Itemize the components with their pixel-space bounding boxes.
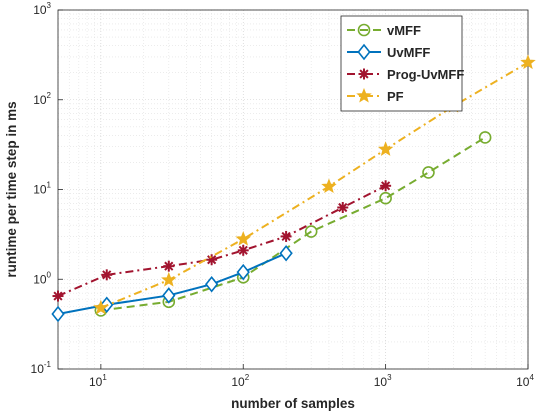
data-point-pf bbox=[235, 231, 251, 246]
legend-label-uvmff: UvMFF bbox=[387, 45, 430, 60]
y-tick-label: 102 bbox=[33, 91, 51, 107]
data-point-pf bbox=[520, 54, 536, 70]
series-line-vmff bbox=[100, 136, 486, 312]
series-prog-uvmff bbox=[52, 180, 392, 302]
x-tick-label: 101 bbox=[89, 373, 107, 389]
axis-ticks: 101 102 103 104 10-1 100 101 102 103 bbox=[31, 1, 535, 389]
y-tick-label: 103 bbox=[33, 1, 51, 17]
data-point-prog-uvmff bbox=[237, 244, 249, 256]
data-point-uvmff bbox=[279, 244, 293, 262]
series-line-pf bbox=[100, 61, 529, 309]
series-group bbox=[51, 54, 536, 323]
series-pf bbox=[93, 54, 536, 315]
data-point-pf bbox=[161, 271, 177, 287]
data-point-pf bbox=[93, 299, 109, 315]
data-point-vmff bbox=[304, 225, 318, 238]
data-point-vmff bbox=[478, 131, 492, 144]
data-point-uvmff bbox=[51, 305, 65, 323]
y-tick-label: 10-1 bbox=[31, 360, 52, 376]
legend-label-pf: PF bbox=[387, 89, 404, 104]
data-point-prog-uvmff bbox=[163, 260, 175, 272]
y-tick-label: 100 bbox=[33, 270, 51, 286]
data-point-pf bbox=[377, 141, 394, 156]
data-point-prog-uvmff bbox=[380, 180, 392, 192]
legend-marker-uvmff bbox=[357, 43, 371, 61]
data-point-prog-uvmff bbox=[206, 254, 218, 266]
y-tick-label: 101 bbox=[33, 181, 51, 197]
legend-marker-pf bbox=[356, 87, 372, 103]
data-point-uvmff bbox=[205, 275, 219, 293]
data-point-prog-uvmff bbox=[101, 269, 113, 281]
data-point-pf bbox=[321, 178, 337, 194]
legend-marker-prog-uvmff bbox=[358, 68, 370, 80]
data-point-vmff bbox=[379, 191, 392, 205]
y-axis-label: runtime per time step in ms bbox=[4, 101, 19, 277]
x-tick-label: 103 bbox=[374, 373, 392, 389]
legend-label-prog-uvmff: Prog-UvMFF bbox=[387, 67, 464, 82]
x-tick-label: 104 bbox=[516, 373, 534, 389]
legend: vMFF UvMFF Prog-UvMFF PF bbox=[340, 15, 464, 112]
series-vmff bbox=[94, 131, 492, 317]
data-point-uvmff bbox=[236, 263, 250, 281]
data-point-prog-uvmff bbox=[337, 202, 349, 214]
data-point-prog-uvmff bbox=[280, 230, 292, 242]
legend-marker-vmff bbox=[357, 23, 371, 37]
data-point-uvmff bbox=[162, 287, 176, 304]
legend-label-vmff: vMFF bbox=[387, 23, 421, 38]
x-axis-label: number of samples bbox=[231, 396, 355, 411]
x-tick-label: 102 bbox=[231, 373, 249, 389]
data-point-prog-uvmff bbox=[52, 290, 64, 302]
data-point-vmff bbox=[422, 166, 435, 179]
legend-box bbox=[340, 15, 463, 112]
series-line-prog-uvmff bbox=[57, 184, 387, 297]
